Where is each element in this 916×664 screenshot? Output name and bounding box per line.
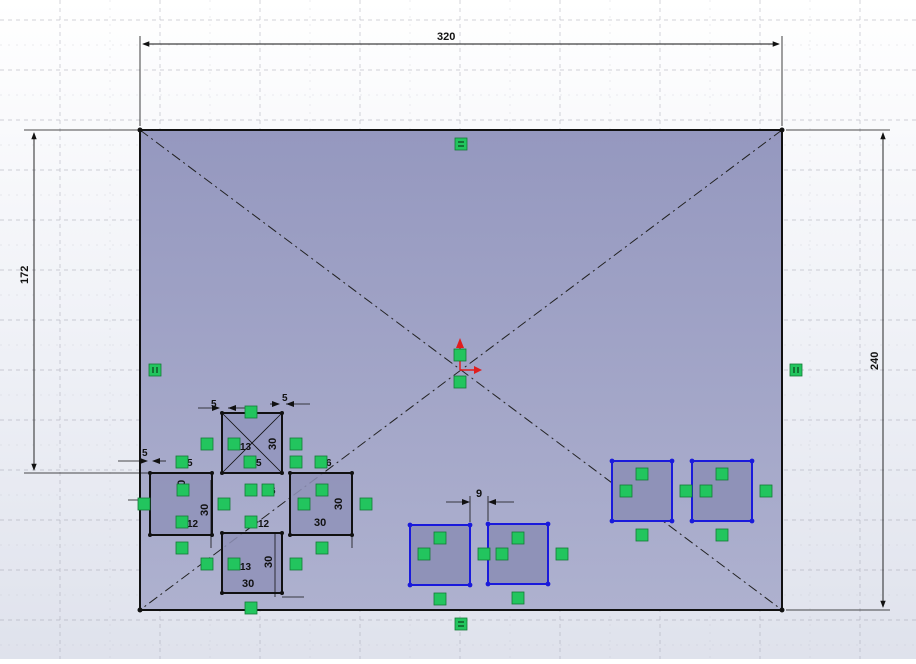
offset-label-top-left: 5 bbox=[211, 399, 217, 410]
relation-badges[interactable] bbox=[137, 137, 803, 631]
dimension-gap[interactable]: 9 bbox=[446, 488, 514, 522]
square-right-side-label: 30 bbox=[333, 498, 345, 510]
dimension-width[interactable]: 320 bbox=[139, 31, 783, 126]
dimension-left-height-value: 172 bbox=[19, 266, 31, 284]
rel-label-6b: 6 bbox=[326, 458, 332, 469]
square-bottom-label: 30 bbox=[242, 578, 254, 590]
dimension-right-height-value: 240 bbox=[869, 352, 881, 370]
rel-label-5b: 5 bbox=[256, 458, 262, 469]
square-top-side-label: 30 bbox=[267, 438, 279, 450]
square-right-bottom-label: 30 bbox=[314, 517, 326, 529]
dimension-gap-value: 9 bbox=[476, 488, 482, 500]
offset-label-top-right: 5 bbox=[282, 393, 288, 404]
square-bottom-side-label: 30 bbox=[263, 556, 275, 568]
origin-icon[interactable] bbox=[453, 338, 482, 389]
rel-label-13a: 13 bbox=[240, 442, 252, 453]
square-left-side-label: 30 bbox=[199, 504, 211, 516]
dimension-right-height[interactable]: 240 bbox=[786, 129, 890, 611]
rel-label-12b: 12 bbox=[258, 519, 270, 530]
rel-label-5a: 5 bbox=[187, 458, 193, 469]
dimension-width-value: 320 bbox=[437, 31, 455, 43]
corner-points[interactable] bbox=[137, 127, 785, 613]
dimension-left-height[interactable]: 172 bbox=[19, 129, 148, 474]
rel-label-13b: 13 bbox=[240, 562, 252, 573]
offset-label-left: 5 bbox=[142, 448, 148, 459]
rel-label-12a: 12 bbox=[187, 519, 199, 530]
